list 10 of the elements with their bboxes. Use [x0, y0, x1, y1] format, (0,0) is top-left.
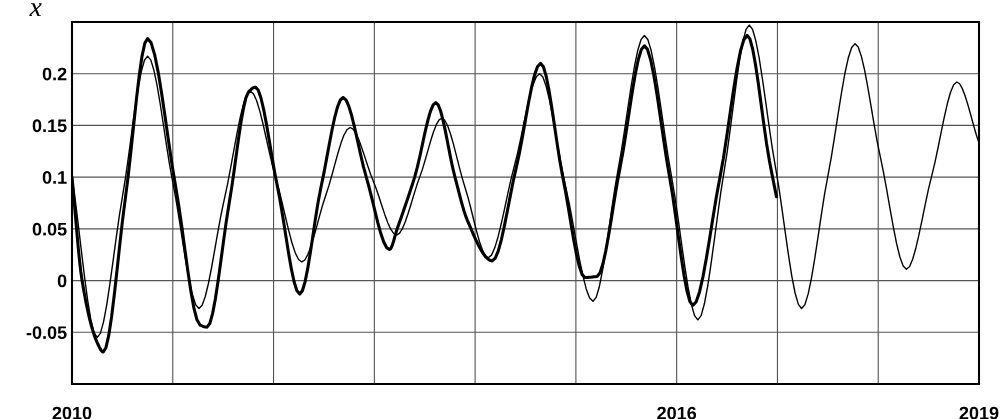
y-tick-label: 0.05 [32, 222, 67, 236]
y-tick-label: 0.15 [32, 119, 67, 133]
y-tick-label: 0.2 [42, 67, 67, 81]
x-tick-label: 2010 [52, 406, 92, 419]
y-tick-label: 0.1 [42, 171, 67, 184]
y-tick-label: -0.05 [26, 326, 67, 340]
x-tick-label: 2019 [959, 406, 999, 419]
y-tick-label: 0 [57, 274, 67, 288]
y-axis-title: x [29, 3, 42, 17]
x-tick-label: 2016 [657, 406, 697, 419]
